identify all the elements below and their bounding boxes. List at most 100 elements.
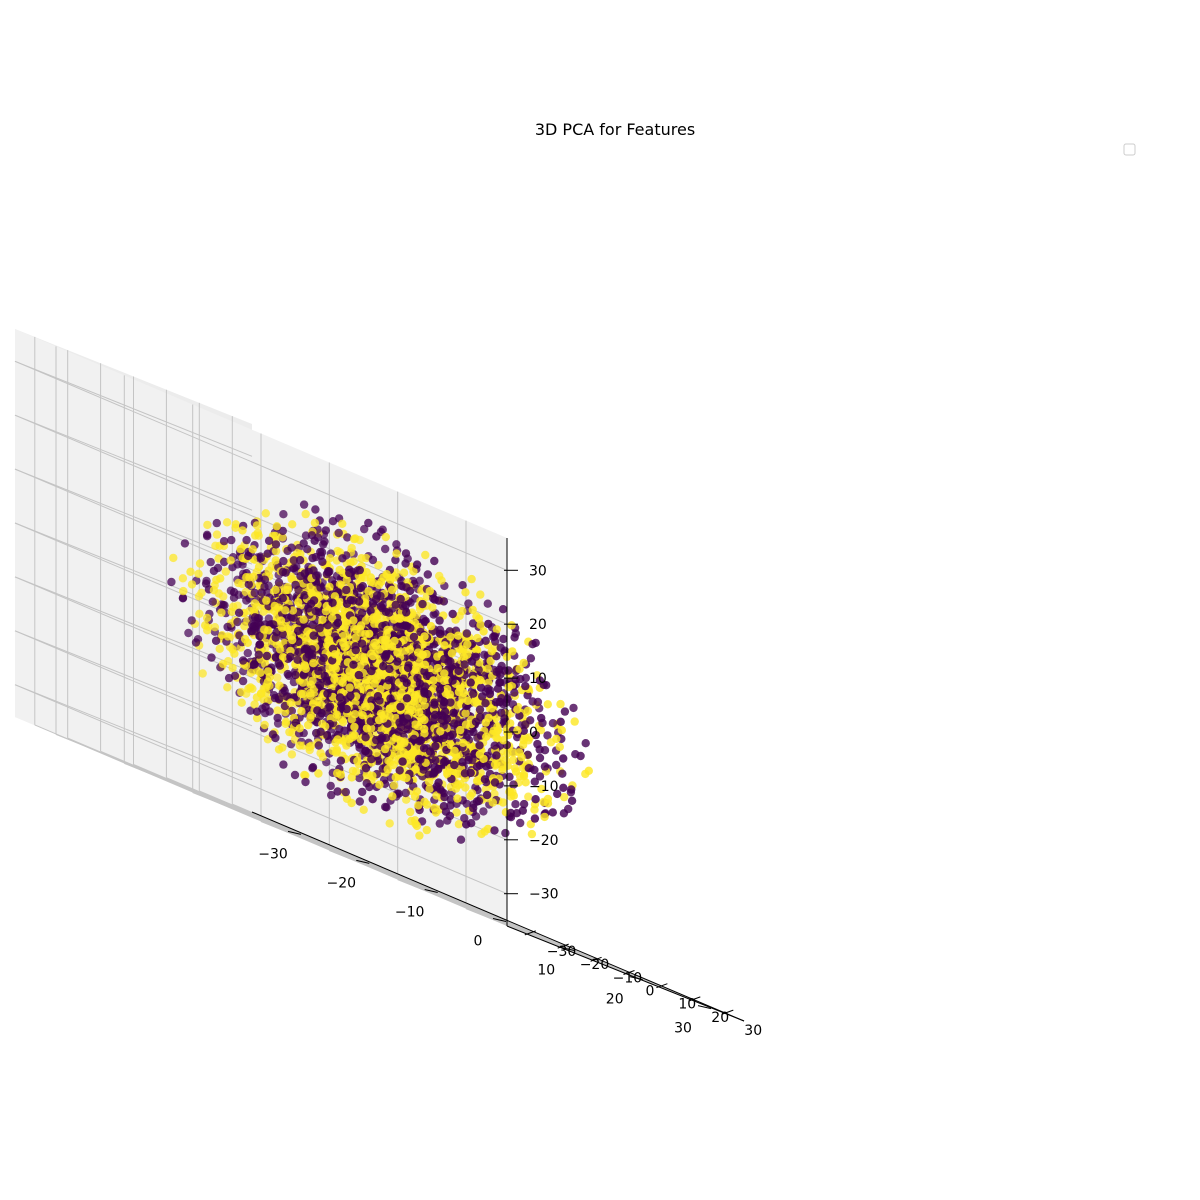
scatter-point-class-1 — [456, 725, 465, 735]
scatter-point-class-1 — [410, 792, 420, 801]
scatter-point-class-1 — [420, 797, 429, 806]
scatter-point-class-0 — [334, 528, 343, 538]
scatter-point-class-1 — [197, 588, 206, 597]
scatter-point-class-0 — [289, 563, 299, 573]
scatter-point-class-0 — [448, 676, 457, 685]
scatter-point-class-0 — [499, 634, 508, 644]
scatter-point-class-0 — [280, 686, 289, 695]
scatter-point-class-0 — [471, 717, 481, 726]
scatter-point-class-0 — [365, 782, 374, 792]
scatter-point-class-1 — [356, 661, 365, 671]
scatter-point-class-0 — [271, 633, 280, 642]
scatter-point-class-0 — [243, 648, 252, 658]
scatter-point-class-0 — [299, 539, 308, 548]
scatter-point-class-1 — [459, 688, 468, 698]
scatter-point-class-0 — [381, 607, 391, 616]
scatter-point-class-0 — [349, 660, 358, 669]
scatter-point-class-0 — [483, 599, 492, 608]
scatter-point-class-0 — [343, 533, 352, 542]
scatter-point-class-0 — [420, 667, 429, 676]
scatter-point-class-1 — [552, 734, 561, 744]
scatter-point-class-1 — [487, 704, 496, 713]
scatter-point-class-1 — [356, 621, 366, 630]
scatter-point-class-1 — [486, 656, 495, 666]
scatter-point-class-1 — [421, 550, 430, 560]
scatter-point-class-0 — [479, 807, 488, 816]
scatter-point-class-0 — [364, 518, 373, 528]
grid-line-y-floor — [166, 777, 659, 988]
scatter-point-class-1 — [382, 570, 391, 579]
scatter-point-class-0 — [261, 702, 270, 711]
scatter-point-class-1 — [375, 780, 384, 789]
scatter-point-class-1 — [347, 798, 356, 808]
scatter-point-class-1 — [340, 622, 349, 631]
scatter-point-class-0 — [402, 714, 412, 723]
scatter-point-class-0 — [361, 764, 371, 773]
scatter-point-class-0 — [355, 773, 364, 783]
scatter-point-class-0 — [269, 620, 278, 629]
axis-ticks: −30−20−100102030−30−20−100102030−30−20−1… — [258, 563, 762, 1039]
scatter-point-class-1 — [240, 621, 249, 631]
scatter-point-class-1 — [437, 576, 446, 585]
scatter-point-class-0 — [431, 756, 440, 765]
scatter-point-class-1 — [243, 638, 252, 647]
scatter-point-class-1 — [179, 586, 188, 596]
scatter-point-class-1 — [278, 743, 287, 752]
scatter-point-class-1 — [446, 632, 455, 641]
scatter-point-class-0 — [220, 557, 229, 567]
scatter-point-class-1 — [498, 798, 508, 807]
scatter-point-class-1 — [263, 677, 273, 686]
scatter-point-class-1 — [278, 652, 288, 662]
scatter-point-class-1 — [380, 744, 390, 754]
scatter-point-class-0 — [395, 766, 404, 775]
grid-line-y-floor — [133, 764, 626, 974]
scatter-point-class-0 — [279, 510, 288, 519]
scatter-point-class-0 — [403, 720, 412, 730]
scatter-point-class-1 — [296, 689, 306, 698]
scatter-point-class-1 — [201, 621, 210, 630]
scatter-point-class-0 — [481, 636, 490, 645]
scatter-point-class-0 — [309, 566, 318, 575]
chart-title: 3D PCA for Features — [535, 120, 695, 139]
scatter-point-class-1 — [249, 572, 258, 581]
scatter-point-class-1 — [376, 709, 386, 718]
scatter-point-class-1 — [231, 520, 240, 529]
scatter-point-class-1 — [452, 808, 461, 817]
scatter-point-class-0 — [548, 808, 557, 817]
y-tick-mark — [722, 1009, 734, 1015]
scatter-point-class-1 — [332, 710, 342, 719]
scatter-point-class-1 — [212, 530, 222, 539]
scatter-point-class-0 — [207, 653, 216, 662]
scatter-point-class-0 — [351, 645, 360, 655]
grid-line-z-back — [14, 360, 508, 571]
scatter-point-class-0 — [287, 543, 296, 552]
scatter-point-class-0 — [523, 750, 532, 759]
scatter-point-class-0 — [466, 678, 475, 687]
scatter-point-class-0 — [569, 703, 578, 713]
scatter-point-class-0 — [333, 618, 343, 628]
axes-3d: −30−20−100102030−30−20−100102030−30−20−1… — [14, 329, 762, 1039]
scatter-point-class-1 — [412, 821, 422, 831]
grid-line-z-left — [14, 684, 253, 781]
scatter-point-class-0 — [227, 535, 236, 545]
scatter-point-class-1 — [272, 522, 281, 531]
scatter-point-class-0 — [395, 718, 404, 727]
scatter-point-class-1 — [476, 590, 485, 599]
scatter-point-class-1 — [537, 784, 546, 794]
scatter-point-class-1 — [504, 682, 513, 692]
scatter-point-class-1 — [364, 587, 373, 596]
scatter-point-class-1 — [508, 755, 518, 765]
scatter-point-class-1 — [277, 623, 287, 632]
scatter-point-class-1 — [330, 650, 340, 659]
scatter-point-class-0 — [464, 753, 473, 762]
scatter-point-class-1 — [418, 696, 428, 705]
scatter-point-class-0 — [559, 809, 569, 818]
scatter-point-class-0 — [430, 556, 439, 566]
scatter-point-class-0 — [434, 778, 443, 787]
scatter-point-class-0 — [475, 741, 484, 750]
scatter-point-class-1 — [483, 664, 492, 673]
scatter-point-class-1 — [509, 791, 518, 800]
scatter-point-class-1 — [350, 731, 359, 740]
scatter-point-class-0 — [268, 730, 278, 739]
scatter-point-class-1 — [226, 556, 235, 565]
